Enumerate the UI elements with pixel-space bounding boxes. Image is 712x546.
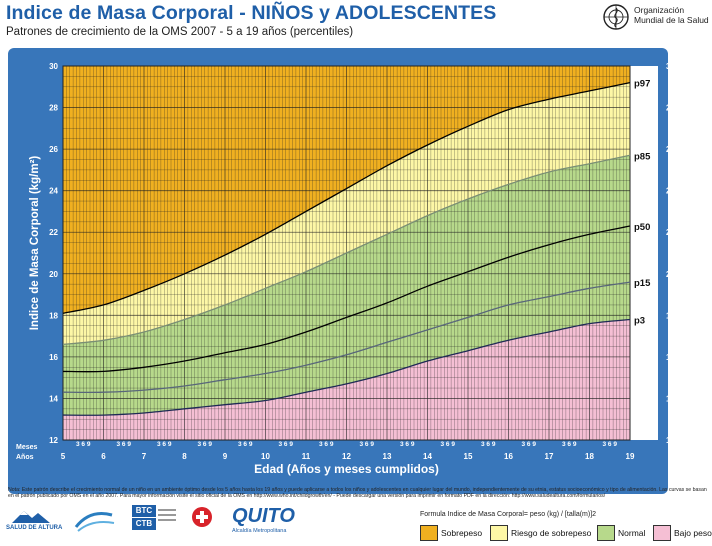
- legend-swatch: [420, 525, 438, 541]
- x-tick: 7: [142, 452, 147, 461]
- month-ticks: 3 6 9: [238, 441, 253, 448]
- row-label-months: Meses: [16, 444, 38, 451]
- y-tick-right: 28: [666, 104, 675, 113]
- month-ticks: 3 6 9: [117, 441, 132, 448]
- who-emblem-icon: [603, 4, 629, 30]
- series-line-p3: [62, 318, 631, 416]
- legend-swatch: [490, 525, 508, 541]
- x-tick: 13: [383, 452, 392, 461]
- y-tick-left: 26: [49, 145, 58, 154]
- who-name-line1: Organización: [634, 5, 685, 15]
- series-label-p97: p97: [634, 79, 650, 90]
- month-ticks: 3 6 9: [319, 441, 334, 448]
- legend-normal: Normal: [597, 525, 645, 541]
- legend-sobrepeso: Sobrepeso: [420, 525, 482, 541]
- x-tick: 17: [545, 452, 554, 461]
- y-tick-right: 16: [666, 353, 675, 362]
- quito-logo: QUITO Alcaldía Metropolitana: [232, 505, 296, 537]
- y-tick-right: 18: [666, 311, 675, 320]
- x-tick: 12: [342, 452, 351, 461]
- x-tick: 16: [504, 452, 513, 461]
- x-axis-title: Edad (Años y meses cumplidos): [254, 462, 439, 476]
- y-axis-title: Indice de Masa Corporal (kg/m²): [29, 156, 41, 331]
- month-ticks: 3 6 9: [360, 441, 375, 448]
- y-tick-left: 18: [49, 311, 58, 320]
- x-tick: 8: [182, 452, 187, 461]
- y-tick-left: 14: [49, 394, 58, 403]
- quito-subtext: Alcaldía Metropolitana: [232, 528, 287, 534]
- series-line-p50: [62, 225, 631, 373]
- x-tick: 9: [223, 452, 228, 461]
- series-line-p85: [62, 154, 631, 346]
- btc-text: BTC: [132, 505, 156, 517]
- mountain-icon: [12, 511, 50, 523]
- salud-de-altura-text: SALUD DE ALTURA: [6, 525, 63, 531]
- page-title: Indice de Masa Corporal - NIÑOS y ADOLES…: [6, 2, 497, 24]
- legend-bajo-peso: Bajo peso: [653, 525, 712, 541]
- y-tick-left: 28: [49, 104, 58, 113]
- x-tick: 6: [101, 452, 106, 461]
- month-ticks: 3 6 9: [481, 441, 496, 448]
- footnote: Nota: Este patrón describe el crecimient…: [8, 487, 707, 500]
- y-tick-left: 20: [49, 270, 58, 279]
- month-ticks: 3 6 9: [279, 441, 294, 448]
- plot-border: [62, 65, 631, 441]
- who-logo-block: Organización Mundial de la Salud: [602, 3, 712, 35]
- month-ticks: 3 6 9: [157, 441, 172, 448]
- y-tick-right: 22: [666, 228, 675, 237]
- x-tick: 15: [464, 452, 473, 461]
- y-tick-left: 22: [49, 228, 58, 237]
- ministerio-salud-logo: [188, 505, 216, 537]
- x-tick: 5: [61, 452, 66, 461]
- month-ticks: 3 6 9: [198, 441, 213, 448]
- x-tick: 10: [261, 452, 270, 461]
- legend-swatch: [653, 525, 671, 541]
- y-tick-left: 24: [49, 187, 58, 196]
- series-label-p85: p85: [634, 151, 651, 162]
- ministry-emblem-icon: [192, 507, 212, 527]
- who-name-line2: Mundial de la Salud: [634, 15, 709, 25]
- legend-swatch: [597, 525, 615, 541]
- series-label-p50: p50: [634, 222, 650, 233]
- x-tick: 19: [626, 452, 635, 461]
- ctb-text: CTB: [132, 518, 156, 530]
- row-label-years: Años: [16, 454, 34, 461]
- y-tick-left: 12: [49, 436, 58, 445]
- bmi-chart: p97 p85 p50 p15 p3 12 12 14 14 16 16 18 18 20 20 22 22 24…: [16, 62, 675, 476]
- quito-text: QUITO: [232, 505, 295, 527]
- series-line-p97: [62, 81, 631, 314]
- y-tick-right: 26: [666, 145, 675, 154]
- btc-ctb-logo: BTC CTB: [132, 505, 176, 537]
- month-ticks: 3 6 9: [603, 441, 618, 448]
- month-ticks: 3 6 9: [76, 441, 91, 448]
- x-tick: 14: [423, 452, 432, 461]
- salud-de-altura-logo: SALUD DE ALTURA: [6, 505, 64, 537]
- month-ticks: 3 6 9: [562, 441, 577, 448]
- series-label-p15: p15: [634, 278, 651, 289]
- y-tick-right: 30: [666, 62, 675, 71]
- month-ticks: 3 6 9: [400, 441, 415, 448]
- y-tick-left: 30: [49, 62, 58, 71]
- series-label-p3: p3: [634, 315, 645, 326]
- partner-logo-1: [72, 505, 118, 537]
- swoosh-icon: [74, 512, 115, 532]
- y-tick-right: 12: [666, 436, 675, 445]
- page-subtitle: Patrones de crecimiento de la OMS 2007 -…: [6, 26, 354, 38]
- x-tick: 18: [585, 452, 594, 461]
- bmi-formula: Formula Indice de Masa Corporal= peso (k…: [420, 511, 597, 518]
- month-ticks: 3 6 9: [522, 441, 537, 448]
- y-tick-right: 20: [666, 270, 675, 279]
- legend-riesgo: Riesgo de sobrepeso: [490, 525, 591, 541]
- y-tick-left: 16: [49, 353, 58, 362]
- month-ticks: 3 6 9: [441, 441, 456, 448]
- y-tick-right: 14: [666, 394, 675, 403]
- series-line-p15: [62, 281, 631, 394]
- y-tick-right: 24: [666, 187, 675, 196]
- who-name: Organización Mundial de la Salud: [634, 5, 709, 25]
- x-tick: 11: [302, 452, 311, 461]
